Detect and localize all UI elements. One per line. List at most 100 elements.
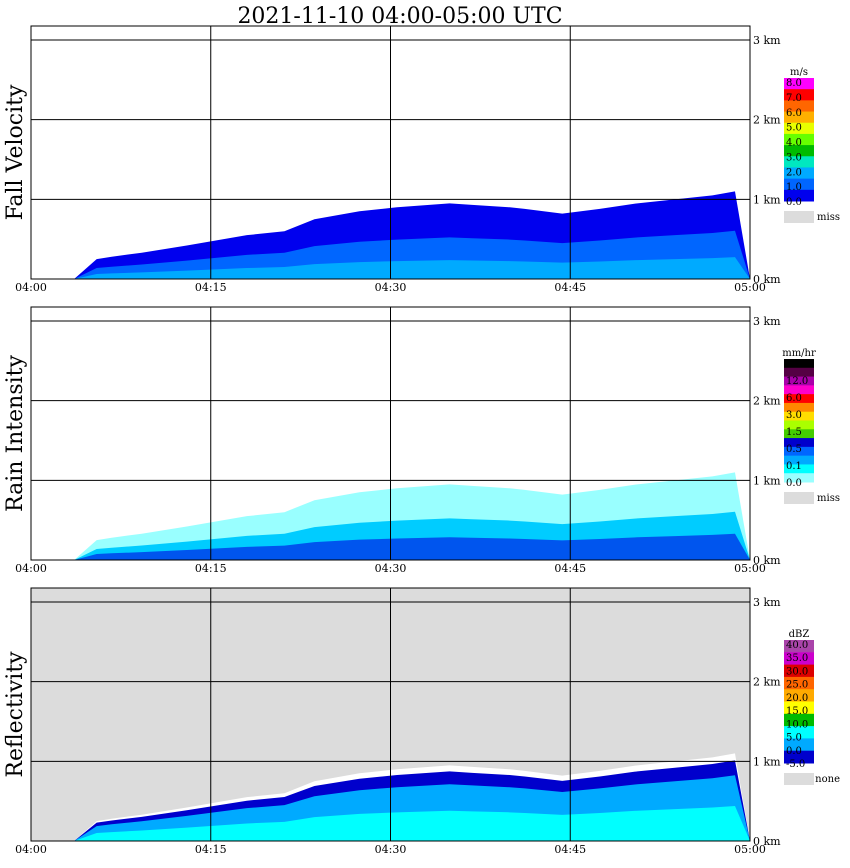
figure-title: 2021-11-10 04:00-05:00 UTC (237, 4, 562, 29)
colorbar-label: 4.0 (786, 138, 802, 149)
colorbar-label: -5.0 (786, 759, 805, 770)
colorbar-swatch (784, 367, 814, 378)
y-tick-label: 2 km (753, 395, 781, 408)
colorbar-label: 0.0 (786, 197, 802, 208)
panel-1: 0 km 1 km 2 km 3 km 04:00 04:15 04:30 04:45 05:0… (3, 25, 840, 294)
y-axis-label: Fall Velocity (3, 84, 28, 220)
plot-frame (30, 306, 751, 561)
colorbar-unit: m/s (790, 67, 808, 78)
colorbar-swatch (784, 100, 814, 113)
x-tick-label: 04:30 (375, 562, 407, 575)
colorbar-swatch (784, 385, 814, 395)
colorbar-label: 0.0 (786, 478, 802, 489)
colorbar-swatch (784, 676, 814, 690)
colorbar-swatch (784, 178, 814, 191)
colorbar-label: 6.0 (786, 393, 802, 404)
y-tick-label: 3 km (753, 315, 781, 328)
colorbar-label: 5.0 (786, 123, 802, 134)
colorbar-swatch (784, 420, 814, 430)
colorbar-swatch (784, 189, 814, 202)
colorbar-label: 15.0 (786, 706, 808, 717)
colorbar-swatch (784, 411, 814, 421)
x-tick-label: 04:45 (554, 562, 586, 575)
x-tick-label: 04:30 (375, 843, 407, 856)
colorbar-label: 10.0 (786, 719, 808, 730)
y-tick-label: 1 km (753, 193, 781, 206)
x-tick-label: 05:00 (734, 562, 766, 575)
colorbar-label: 40.0 (786, 640, 808, 651)
x-tick-label: 04:00 (15, 562, 47, 575)
y-tick-label: 3 km (753, 596, 781, 609)
x-tick-label: 04:00 (15, 281, 47, 294)
colorbar-label: 20.0 (786, 693, 808, 704)
colorbar-swatch (784, 664, 814, 678)
y-tick-label: 0 km (753, 835, 781, 848)
colorbar-label: 0.0 (786, 746, 802, 757)
colorbar-swatch (784, 640, 814, 653)
colorbar-missing-label: miss (817, 212, 840, 223)
y-tick-label: 0 km (753, 554, 781, 567)
echo-layer-4 (74, 805, 750, 841)
colorbar-label: 12.0 (786, 376, 808, 387)
colorbar-label: 8.0 (786, 78, 802, 89)
x-tick-label: 05:00 (734, 843, 766, 856)
colorbar-swatch (784, 402, 814, 413)
x-tick-label: 04:15 (195, 562, 227, 575)
colorbar-swatch (784, 713, 814, 727)
x-tick-label: 04:15 (195, 843, 227, 856)
plot-frame (30, 587, 751, 842)
colorbar-swatch (784, 738, 814, 752)
echo-layer-3 (74, 257, 750, 279)
colorbar-label: 25.0 (786, 680, 808, 691)
y-axis-label: Reflectivity (3, 651, 28, 778)
colorbar-label: 0.5 (786, 444, 802, 455)
colorbar-swatch (784, 726, 814, 739)
x-tick-label: 04:15 (195, 281, 227, 294)
y-tick-label: 2 km (753, 114, 781, 127)
colorbar-swatch (784, 473, 814, 483)
colorbar-swatch (784, 750, 814, 764)
colorbar-missing-label: none (815, 774, 840, 785)
colorbar-swatch (784, 376, 814, 386)
colorbar-swatch (784, 446, 814, 457)
y-tick-label: 3 km (753, 34, 781, 47)
x-tick-label: 04:45 (554, 281, 586, 294)
colorbar-label: 1.5 (786, 427, 802, 438)
colorbar-label: 1.0 (786, 182, 802, 193)
colorbar-swatch (784, 429, 814, 439)
colorbar-swatch (784, 689, 814, 702)
colorbar-label: 7.0 (786, 93, 802, 104)
colorbar-missing-swatch (784, 211, 814, 223)
colorbar-swatch (784, 133, 814, 146)
colorbar-swatch (784, 438, 814, 448)
y-tick-label: 2 km (753, 676, 781, 689)
plot-frame (30, 25, 751, 280)
x-tick-label: 04:00 (15, 843, 47, 856)
colorbar-swatch (784, 78, 814, 90)
colorbar-swatch (784, 455, 814, 465)
colorbar-swatch (784, 652, 814, 666)
colorbar-swatch (784, 89, 814, 101)
colorbar-label: 6.0 (786, 108, 802, 119)
colorbar-label: 3.0 (786, 410, 802, 421)
colorbar-swatch (784, 156, 814, 168)
colorbar-label: 3.0 (786, 152, 802, 163)
colorbar-label: 0.1 (786, 461, 802, 472)
colorbar-swatch (784, 111, 814, 124)
colorbar-swatch (784, 359, 814, 369)
colorbar-label: 5.0 (786, 733, 802, 744)
colorbar-swatch (784, 394, 814, 404)
echo-layer-3 (74, 533, 750, 560)
colorbar-label: 48.0 (786, 359, 808, 370)
panel-2: 0 km 1 km 2 km 3 km 04:00 04:15 04:30 04:45 05:0… (3, 306, 840, 575)
colorbar-missing-swatch (784, 773, 814, 785)
x-tick-label: 04:30 (375, 281, 407, 294)
colorbar-missing-label: miss (817, 493, 840, 504)
colorbar-swatch (784, 145, 814, 157)
panel-3: 0 km 1 km 2 km 3 km 04:00 04:15 04:30 04:45 05:0… (3, 587, 840, 856)
colorbar-swatch (784, 701, 814, 715)
x-tick-label: 04:45 (554, 843, 586, 856)
y-axis-label: Rain Intensity (3, 354, 28, 511)
colorbar-label: 30.0 (786, 666, 808, 677)
